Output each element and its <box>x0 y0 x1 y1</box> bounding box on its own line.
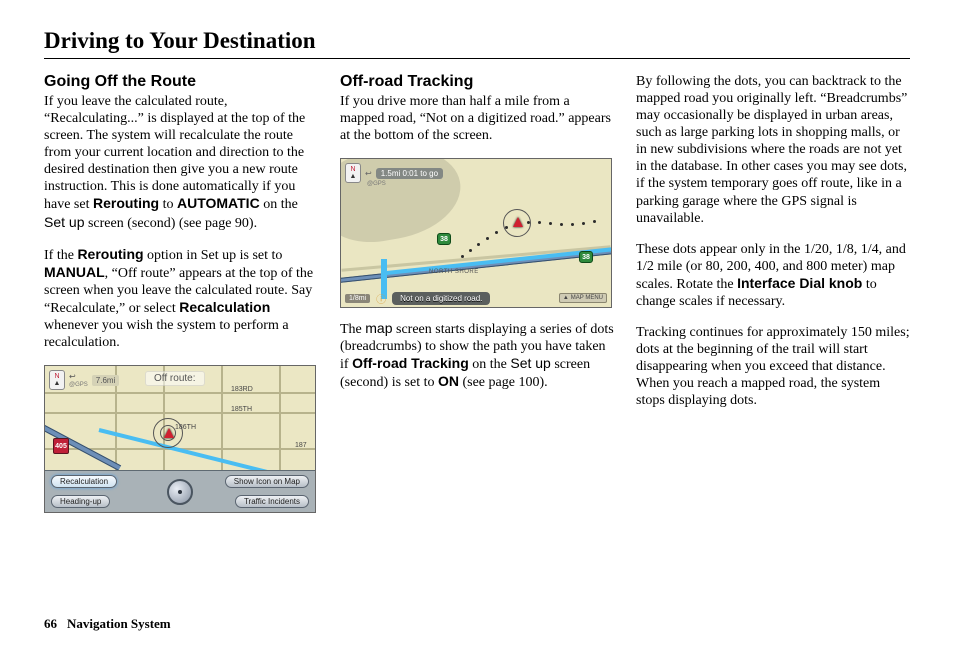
column-2: Off-road Tracking If you drive more than… <box>340 73 614 513</box>
text-map: map <box>365 320 392 336</box>
off-route-label: Off route: <box>145 371 205 386</box>
content-columns: Going Off the Route If you leave the cal… <box>44 73 910 513</box>
text: option in Set up is set to <box>144 248 283 263</box>
bold-manual: MANUAL <box>44 264 105 280</box>
menu-recalculation: Recalculation <box>51 475 117 488</box>
gps-badge: @GPS <box>69 382 88 388</box>
text: If you leave the calculated route, “Reca… <box>44 94 305 212</box>
paragraph: These dots appear only in the 1/20, 1/8,… <box>636 241 910 310</box>
highway-shield-icon: 38 <box>579 251 593 263</box>
street-label: 185TH <box>231 406 252 413</box>
text-setup: Set up <box>510 355 550 371</box>
section-heading-offroad: Off-road Tracking <box>340 73 614 91</box>
section-heading-going-off-route: Going Off the Route <box>44 73 318 91</box>
bold-recalculation: Recalculation <box>179 299 270 315</box>
road-label: NORTH SHORE <box>429 269 479 275</box>
column-1: Going Off the Route If you leave the cal… <box>44 73 318 513</box>
text: The <box>340 322 365 337</box>
page-number: 66 <box>44 616 57 631</box>
menu-heading-up: Heading-up <box>51 495 110 508</box>
text-setup: Set up <box>44 214 84 230</box>
scale-badge: 1/8mi <box>345 294 370 303</box>
bold-automatic: AUTOMATIC <box>177 195 260 211</box>
text: whenever you wish the system to perform … <box>44 318 289 350</box>
vehicle-marker-icon <box>164 428 174 438</box>
highway-shield-icon: 405 <box>53 438 69 454</box>
menu-traffic: Traffic Incidents <box>235 495 309 508</box>
bold-on: ON <box>438 373 459 389</box>
bold-rerouting: Rerouting <box>77 246 143 262</box>
street-label: 183RD <box>231 386 253 393</box>
page-title: Driving to Your Destination <box>44 28 910 59</box>
text: on the <box>260 197 298 212</box>
text: (see page 100). <box>459 375 548 390</box>
paragraph: If the Rerouting option in Set up is set… <box>44 246 318 351</box>
bold-rerouting: Rerouting <box>93 195 159 211</box>
page-footer: 66 Navigation System <box>44 616 171 632</box>
distance-time-pill: 1.5mi 0:01 to go <box>376 168 443 179</box>
vehicle-marker-icon <box>513 217 523 227</box>
paragraph: If you drive more than half a mile from … <box>340 93 614 144</box>
compass-icon: N▲ <box>49 370 65 390</box>
street-label: 187 <box>295 442 307 449</box>
map-menu-panel: Recalculation Show Icon on Map Heading-u… <box>45 470 315 512</box>
paragraph: The map screen starts displaying a serie… <box>340 320 614 391</box>
text: If the <box>44 248 77 263</box>
map-screenshot-off-route: 183RD 185TH 186TH 187 405 N▲ ↩ @GPS 7.6m… <box>44 365 316 513</box>
paragraph: By following the dots, you can backtrack… <box>636 73 910 227</box>
footer-label: Navigation System <box>67 616 171 631</box>
compass-icon: N▲ <box>345 163 361 183</box>
map-screenshot-not-digitized: 38 38 NORTH SHORE <box>340 158 612 308</box>
text: screen (second) (see page 90). <box>84 216 257 231</box>
paragraph: Tracking continues for approximately 150… <box>636 324 910 409</box>
map-menu-badge: ▲MAP MENU <box>559 293 607 303</box>
gps-badge: @GPS <box>367 181 386 187</box>
not-digitized-label: Not on a digitized road. <box>392 292 490 305</box>
selector-knob-icon <box>167 479 193 505</box>
bold-offroad-tracking: Off-road Tracking <box>352 355 469 371</box>
text: on the <box>469 357 511 372</box>
distance-pill: 7.6mi <box>92 375 120 386</box>
column-3: By following the dots, you can backtrack… <box>636 73 910 513</box>
bold-interface-dial: Interface Dial knob <box>737 275 862 291</box>
paragraph: If you leave the calculated route, “Reca… <box>44 93 318 232</box>
info-icon: ⓘ <box>376 291 386 306</box>
menu-show-icon: Show Icon on Map <box>225 475 309 488</box>
text: to <box>159 197 177 212</box>
highway-shield-icon: 38 <box>437 233 451 245</box>
